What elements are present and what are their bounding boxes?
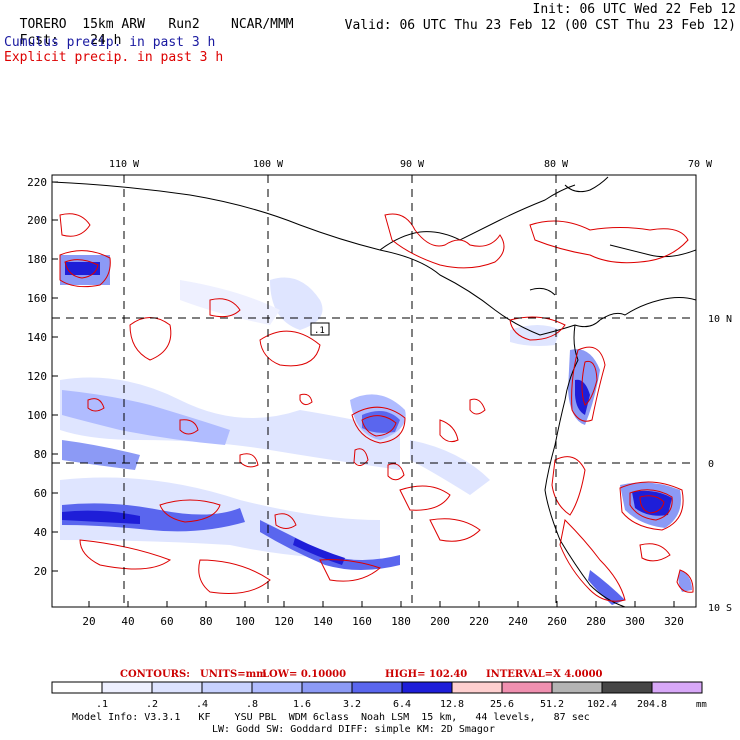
- lon-label: 80 W: [544, 159, 569, 170]
- longitude-labels: 110 W 100 W 90 W 80 W 70 W: [109, 159, 713, 170]
- colorbar-labels: .1 .2 .4 .8 1.6 3.2 6.4 12.8 25.6 51.2 102.4 204.8: [96, 699, 667, 710]
- y-tick-label: 140: [27, 331, 47, 344]
- colorbar-swatch: [401, 681, 453, 694]
- contours-high: HIGH= 102.40: [385, 669, 467, 680]
- y-tick-label: 120: [27, 370, 47, 383]
- header-line-1: TORERO 15km ARW Run2 NCAR/MMM: [4, 2, 294, 32]
- x-tick-label: 80: [199, 615, 212, 628]
- contours-interval: INTERVAL=X 4.0000: [486, 669, 603, 680]
- colorbar: [51, 681, 703, 694]
- colorbar-label: .1: [96, 699, 108, 710]
- lat-label: 10 N: [708, 314, 732, 325]
- cumulus-precip-shading: [60, 255, 692, 605]
- colorbar-label: 102.4: [587, 699, 617, 710]
- y-tick-label: 60: [34, 487, 47, 500]
- y-tick-label: 180: [27, 253, 47, 266]
- lat-label: 0: [708, 459, 714, 470]
- colorbar-label: .8: [246, 699, 258, 710]
- colorbar-label: 1.6: [293, 699, 311, 710]
- y-tick-label: 80: [34, 448, 47, 461]
- x-tick-label: 60: [160, 615, 173, 628]
- colorbar-swatch: [601, 681, 653, 694]
- x-tick-label: 100: [235, 615, 255, 628]
- colorbar-label: .2: [146, 699, 158, 710]
- x-tick-label: 260: [547, 615, 567, 628]
- colorbar-swatch: [101, 681, 153, 694]
- org-label: NCAR/MMM: [231, 17, 294, 32]
- colorbar-swatch: [201, 681, 253, 694]
- init-time: Init: 06 UTC Wed 22 Feb 12: [532, 2, 737, 17]
- colorbar-swatch: [51, 681, 103, 694]
- contour-label-box: [310, 322, 330, 336]
- latitude-labels: 10 N 0 10 S: [708, 314, 732, 614]
- colorbar-label: 204.8: [637, 699, 667, 710]
- colorbar-swatch: [451, 681, 503, 694]
- forecast-label: Fcst:: [19, 33, 59, 48]
- y-tick-label: 160: [27, 292, 47, 305]
- colorbar-swatch: [151, 681, 203, 694]
- lon-label: 100 W: [253, 159, 284, 170]
- colorbar-swatch: [351, 681, 403, 694]
- colorbar-label: 12.8: [440, 699, 464, 710]
- x-tick-label: 220: [469, 615, 489, 628]
- lat-lon-grid: [52, 175, 696, 607]
- colorbar-unit: mm: [696, 700, 707, 710]
- colorbar-label: 6.4: [393, 699, 411, 710]
- valid-time: Valid: 06 UTC Thu 23 Feb 12 (00 CST Thu …: [344, 18, 736, 33]
- model-physics: LW: Godd SW: Goddard DIFF: simple KM: 2D…: [212, 724, 495, 735]
- x-tick-label: 140: [313, 615, 333, 628]
- lon-label: 70 W: [688, 159, 713, 170]
- y-tick-label: 20: [34, 565, 47, 578]
- colorbar-label: 25.6: [490, 699, 514, 710]
- y-tick-label: 40: [34, 526, 47, 539]
- y-axis: 220 200 180 160 140 120 100 80 60 40 20: [27, 176, 58, 578]
- plot-frame: [51, 174, 697, 608]
- x-tick-label: 300: [625, 615, 645, 628]
- run-label: Run2: [168, 17, 200, 32]
- explicit-title: Explicit precip. in past 3 h: [4, 50, 224, 65]
- y-tick-label: 100: [27, 409, 47, 422]
- contours-label: CONTOURS:: [120, 669, 190, 680]
- forecast-hours: 24 h: [90, 33, 122, 48]
- model-resolution: 15km ARW: [82, 17, 145, 32]
- header-line-2: Fcst: 24 h: [4, 18, 122, 48]
- contours-info: CONTOURS: UNITS=mm LOW= 0.10000 HIGH= 10…: [120, 669, 603, 680]
- lon-label: 110 W: [109, 159, 140, 170]
- cumulus-title: Cumulus precip. in past 3 h: [4, 35, 216, 50]
- model-name: TORERO: [19, 17, 67, 32]
- x-tick-label: 40: [121, 615, 134, 628]
- x-tick-label: 200: [430, 615, 450, 628]
- colorbar-swatch: [551, 681, 603, 694]
- colorbar-swatch: [651, 681, 703, 694]
- x-tick-label: 320: [664, 615, 684, 628]
- x-tick-label: 280: [586, 615, 606, 628]
- colorbar-label: 51.2: [540, 699, 564, 710]
- y-tick-label: 200: [27, 214, 47, 227]
- colorbar-label: .4: [196, 699, 208, 710]
- y-tick-label: 220: [27, 176, 47, 189]
- colorbar-swatch: [251, 681, 303, 694]
- colorbar-swatch: [501, 681, 553, 694]
- colorbar-label: 3.2: [343, 699, 361, 710]
- contours-low: LOW= 0.10000: [262, 669, 346, 680]
- contour-label: .1: [314, 326, 325, 336]
- model-info: Model Info: V3.3.1 KF YSU PBL WDM 6class…: [72, 712, 590, 723]
- x-tick-label: 120: [274, 615, 294, 628]
- x-axis: 20 40 60 80 100 120 140 160 180 200 220 …: [82, 601, 684, 628]
- lat-label: 10 S: [708, 603, 732, 614]
- lon-label: 90 W: [400, 159, 425, 170]
- colorbar-swatch: [301, 681, 353, 694]
- x-tick-label: 180: [391, 615, 411, 628]
- contours-units: UNITS=mm: [200, 669, 267, 680]
- x-tick-label: 20: [82, 615, 95, 628]
- x-tick-label: 160: [352, 615, 372, 628]
- x-tick-label: 240: [508, 615, 528, 628]
